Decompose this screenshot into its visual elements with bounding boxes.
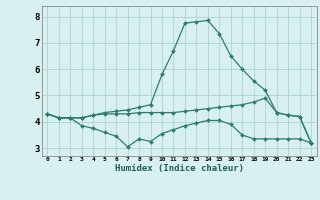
X-axis label: Humidex (Indice chaleur): Humidex (Indice chaleur): [115, 164, 244, 173]
